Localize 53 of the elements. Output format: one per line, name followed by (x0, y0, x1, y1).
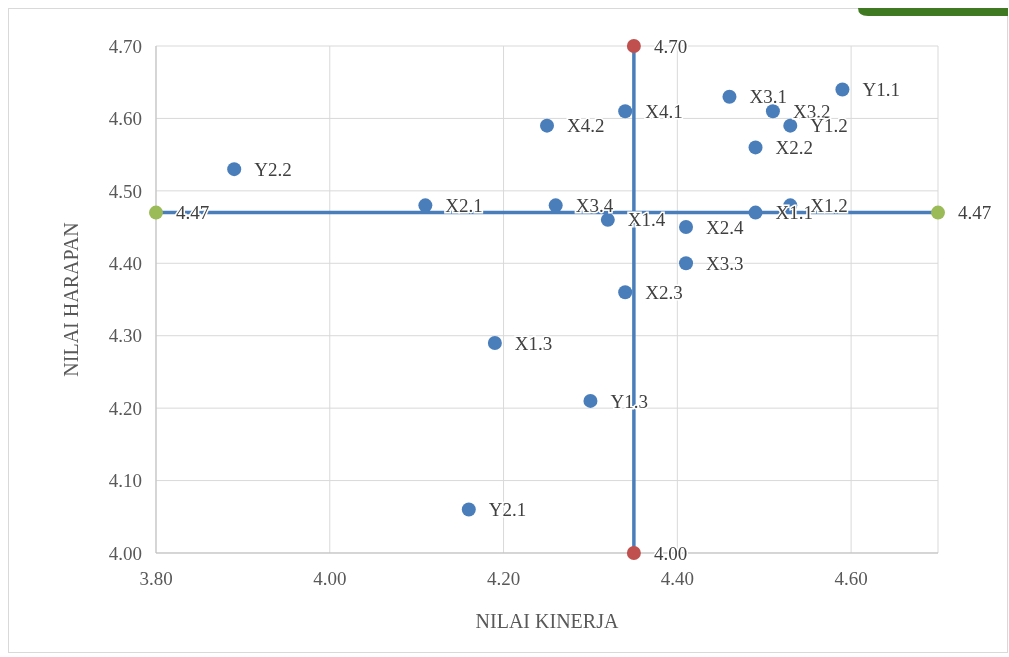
point (679, 256, 694, 271)
data-label: Y2.2 (254, 158, 292, 180)
y-tick-label: 4.70 (108, 35, 142, 57)
y-tick-label: 4.20 (108, 397, 142, 419)
y-tick-label: 4.60 (108, 108, 142, 130)
point (679, 220, 694, 235)
data-label: X2.2 (775, 137, 814, 159)
point (626, 39, 641, 53)
y-tick-label: 4.30 (108, 325, 142, 347)
y-tick-label: 4.40 (108, 252, 142, 274)
data-label: 4.70 (653, 35, 688, 57)
point (149, 205, 163, 220)
data-label: X3.1 (749, 86, 787, 108)
data-label: X4.1 (645, 100, 683, 122)
point (748, 205, 763, 220)
x-tick-label: 4.20 (486, 568, 521, 589)
y-tick-label: 4.50 (108, 180, 142, 202)
point (783, 118, 798, 133)
point (461, 502, 476, 517)
data-label: X1.3 (514, 332, 553, 354)
point (227, 162, 242, 177)
data-label: X2.1 (445, 194, 483, 216)
point (600, 212, 615, 227)
point (835, 82, 850, 97)
data-label: X2.4 (706, 216, 744, 238)
x-tick-label: 4.60 (834, 568, 868, 589)
data-label: X3.3 (706, 252, 744, 274)
data-label: X2.3 (645, 281, 683, 303)
point (618, 285, 633, 300)
point (618, 104, 633, 119)
data-label: Y1.1 (862, 79, 900, 101)
x-tick-label: 4.00 (313, 568, 347, 589)
y-tick-label: 4.10 (108, 470, 142, 492)
data-label: X4.2 (567, 115, 605, 137)
point (748, 140, 763, 155)
data-label: X3.4 (575, 194, 614, 216)
point (722, 89, 737, 104)
point (418, 198, 433, 213)
data-label: Y2.1 (488, 499, 527, 521)
point (626, 546, 641, 560)
point (583, 393, 598, 408)
point (487, 335, 502, 350)
point (548, 198, 563, 213)
data-label: 4.00 (653, 542, 688, 564)
point (931, 205, 945, 220)
y-axis-title: NILAI HARAPAN (60, 222, 82, 377)
x-tick-label: 4.40 (660, 568, 694, 589)
y-tick-label: 4.00 (108, 542, 142, 564)
x-axis-title: NILAI KINERJA (475, 610, 619, 632)
data-label: 4.47 (958, 202, 992, 224)
x-tick-label: 3.80 (139, 568, 173, 589)
point (540, 118, 554, 133)
point (765, 104, 780, 119)
